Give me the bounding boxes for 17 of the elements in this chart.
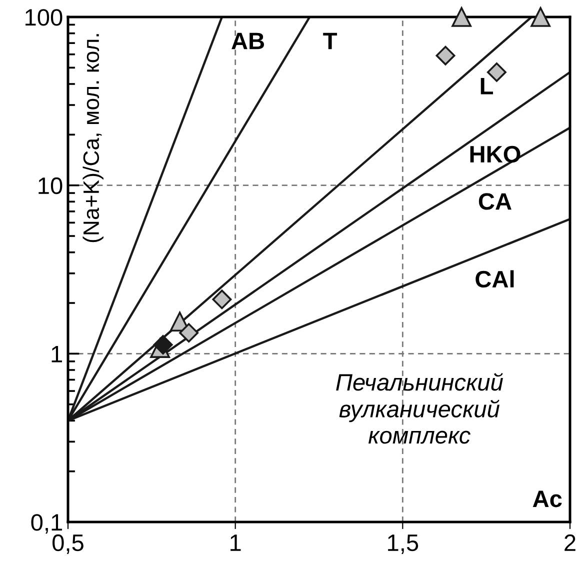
series-label: AB: [232, 32, 264, 50]
x-axis-title: Ac: [532, 490, 562, 508]
x-tick-label: 2: [564, 534, 576, 551]
y-tick-label: 1: [52, 346, 62, 362]
x-tick-label: 1: [230, 534, 241, 551]
x-tick-label: 1,5: [388, 534, 418, 554]
series-label: CA: [478, 193, 512, 210]
series-label: T: [323, 32, 338, 50]
series-label: CAl: [476, 270, 514, 288]
series-label: L: [480, 78, 493, 94]
y-axis-title: (Na+K)/Ca, мол. кол.: [82, 34, 104, 242]
annotation: Печальнинский вулканический комплекс: [336, 373, 503, 444]
x-tick-label: 0,5: [52, 534, 84, 554]
y-tick-label: 100: [26, 9, 62, 26]
y-tick-label: 0,1: [31, 514, 62, 534]
y-tick-label: 10: [38, 177, 62, 194]
series-label: HKO: [470, 146, 520, 163]
